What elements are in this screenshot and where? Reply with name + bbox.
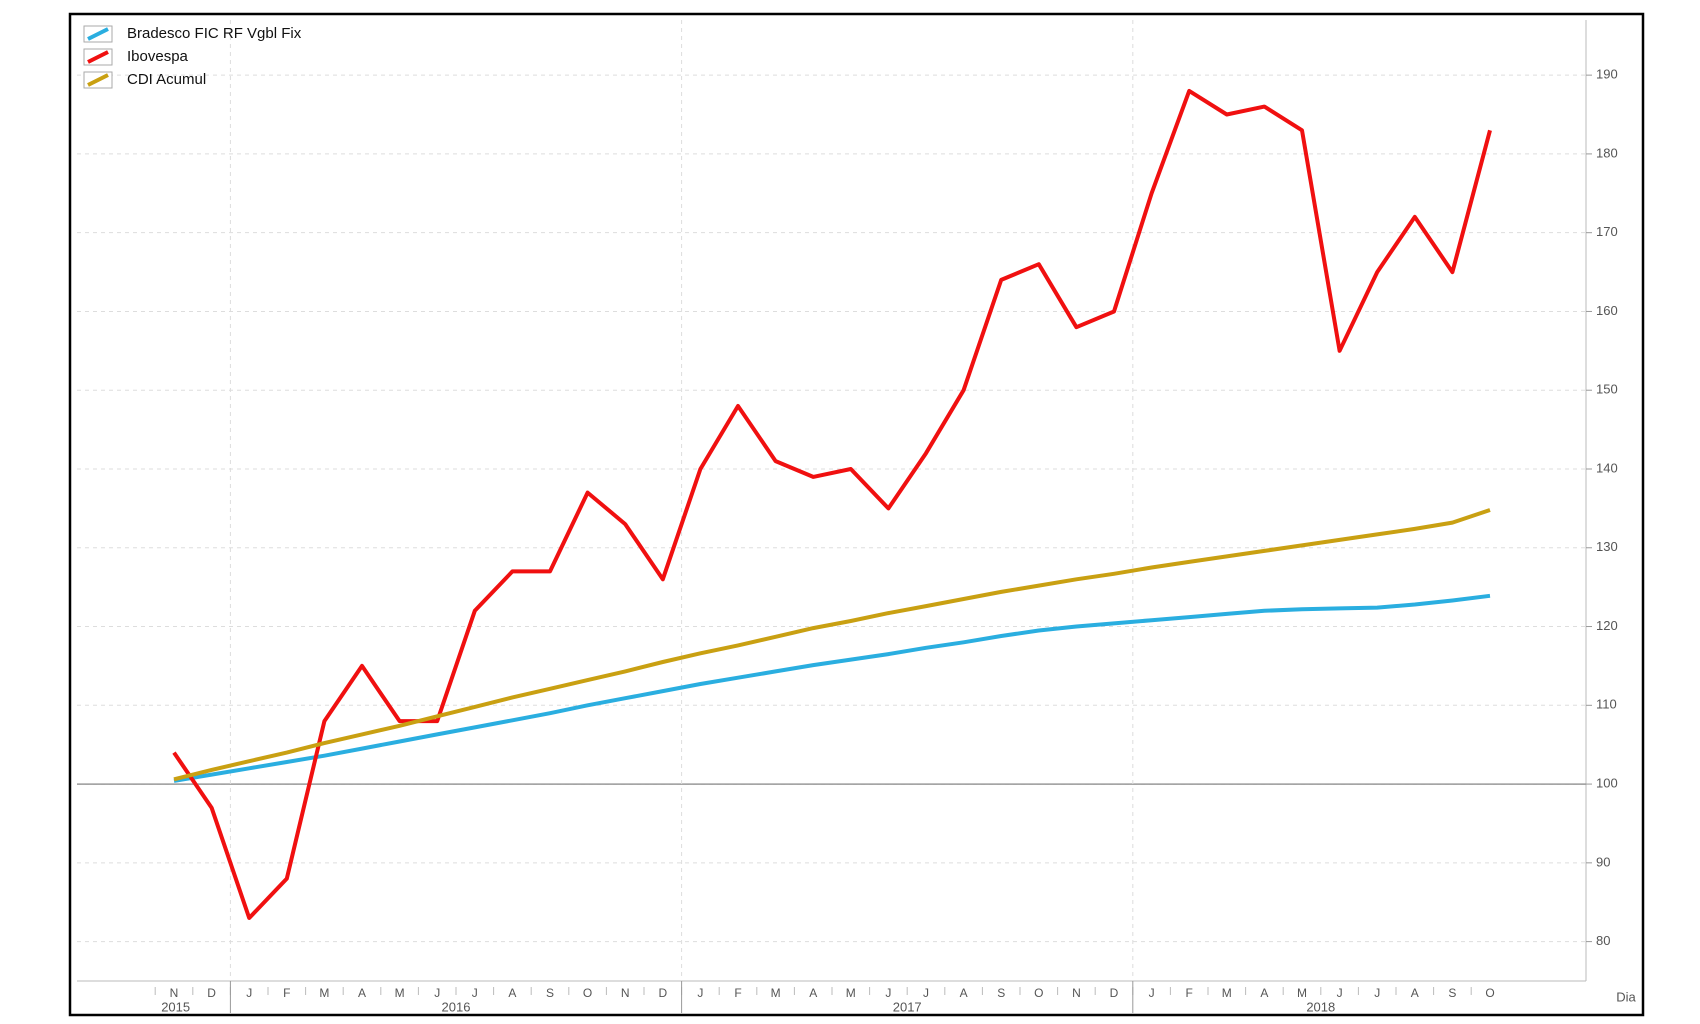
y-tick-label: 190 [1596, 67, 1618, 82]
x-tick-label: J [697, 986, 703, 1000]
x-tick-label: M [1297, 986, 1307, 1000]
x-tick-label: J [1374, 986, 1380, 1000]
x-tick-label: D [207, 986, 216, 1000]
series-line [173, 593, 1491, 783]
x-tick-label: S [546, 986, 554, 1000]
x-tick-label: J [885, 986, 891, 1000]
year-label: 2018 [1306, 999, 1335, 1014]
series-line [172, 88, 1492, 920]
y-tick-label: 80 [1596, 933, 1610, 948]
y-tick-label: 120 [1596, 618, 1618, 633]
x-tick-label: A [358, 986, 366, 1000]
x-tick-label: A [1411, 986, 1419, 1000]
x-tick-label: F [1186, 986, 1193, 1000]
y-tick-label: 140 [1596, 460, 1618, 475]
x-tick-label: J [246, 986, 252, 1000]
year-label: 2015 [161, 999, 190, 1014]
y-tick-label: 100 [1596, 776, 1618, 791]
y-tick-label: 150 [1596, 382, 1618, 397]
y-tick-label: 160 [1596, 303, 1618, 318]
x-tick-label: D [658, 986, 667, 1000]
x-tick-label: O [583, 986, 592, 1000]
x-tick-label: A [1260, 986, 1268, 1000]
legend-label: CDI Acumul [127, 71, 206, 88]
x-tick-label: J [1149, 986, 1155, 1000]
x-tick-label: J [1337, 986, 1343, 1000]
y-tick-label: 90 [1596, 854, 1610, 869]
y-tick-label: 130 [1596, 539, 1618, 554]
x-axis-label: Dia [1616, 989, 1636, 1004]
x-tick-label: M [319, 986, 329, 1000]
x-tick-label: J [923, 986, 929, 1000]
x-tick-label: M [846, 986, 856, 1000]
x-tick-label: F [283, 986, 290, 1000]
x-tick-label: S [1448, 986, 1456, 1000]
x-tick-label: M [1222, 986, 1232, 1000]
y-tick-label: 180 [1596, 145, 1618, 160]
x-tick-label: A [809, 986, 817, 1000]
x-tick-label: N [1072, 986, 1081, 1000]
x-tick-label: J [434, 986, 440, 1000]
x-tick-label: O [1485, 986, 1494, 1000]
legend-label: Bradesco FIC RF Vgbl Fix [127, 25, 302, 42]
x-tick-label: J [472, 986, 478, 1000]
x-tick-label: N [621, 986, 630, 1000]
x-tick-label: A [508, 986, 516, 1000]
year-label: 2016 [442, 999, 471, 1014]
x-tick-label: S [997, 986, 1005, 1000]
year-label: 2017 [893, 999, 922, 1014]
x-tick-label: M [395, 986, 405, 1000]
x-tick-label: N [170, 986, 179, 1000]
series-line [173, 508, 1491, 782]
x-tick-label: M [771, 986, 781, 1000]
legend-swatch [87, 27, 109, 41]
x-tick-label: F [734, 986, 741, 1000]
x-tick-label: O [1034, 986, 1043, 1000]
legend-swatch [87, 50, 109, 64]
legend-swatch [87, 73, 109, 87]
frame [68, 12, 1645, 1017]
y-tick-label: 170 [1596, 224, 1618, 239]
legend-label: Ibovespa [127, 48, 189, 65]
y-tick-label: 110 [1596, 697, 1617, 712]
x-tick-label: D [1110, 986, 1119, 1000]
x-tick-label: A [960, 986, 968, 1000]
